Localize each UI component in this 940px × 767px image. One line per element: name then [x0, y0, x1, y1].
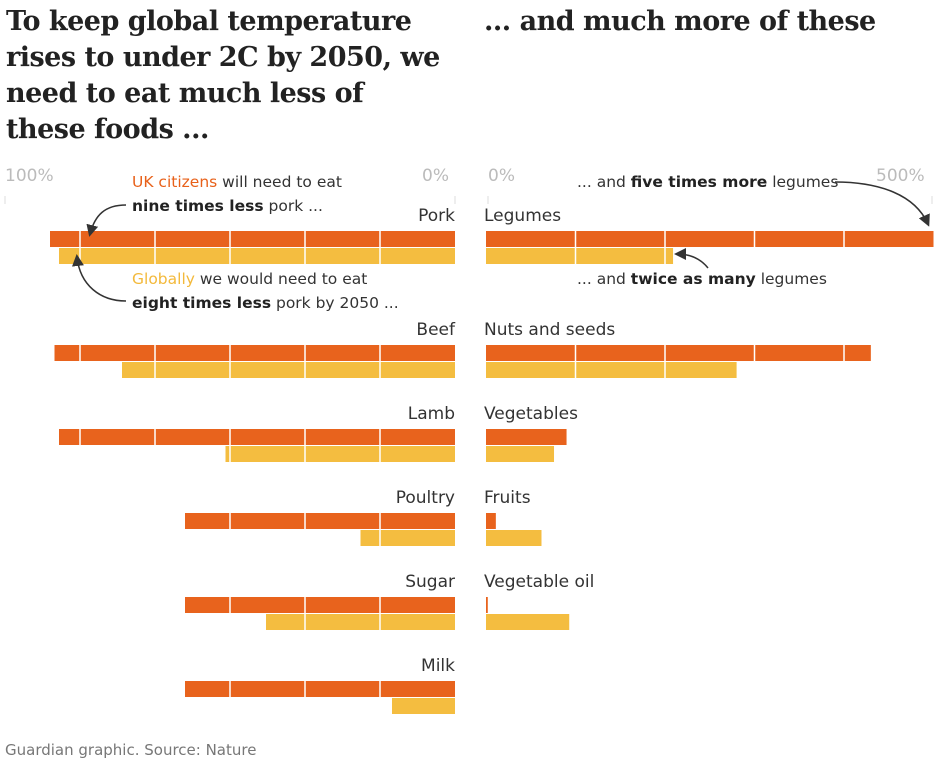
right-title: ... and much more of these: [484, 6, 876, 37]
bar-global-vegetable-oil: [486, 614, 570, 630]
category-label: Lamb: [407, 404, 455, 424]
tick-right-max: 500%: [876, 166, 925, 186]
arrow-twice: [674, 248, 709, 269]
bar-uk-vegetables: [486, 429, 567, 445]
tick-left-max: 100%: [5, 166, 54, 186]
bar-global-nuts-and-seeds: [486, 362, 737, 378]
arrow-global: [71, 254, 127, 302]
bar-global-milk: [392, 698, 455, 714]
bar-uk-poultry: [185, 513, 455, 529]
category-label: Milk: [421, 656, 455, 676]
bar-global-lamb: [225, 446, 455, 462]
category-label: Pork: [418, 206, 455, 226]
bar-uk-pork: [50, 231, 455, 247]
bar-uk-vegetable-oil: [486, 597, 488, 613]
bar-uk-legumes: [486, 231, 934, 247]
category-label: Fruits: [484, 488, 531, 508]
category-label: Legumes: [484, 206, 562, 226]
arrow-five: [834, 181, 930, 227]
bar-uk-lamb: [59, 429, 455, 445]
annotation-uk: UK citizens will need to eat nine times …: [132, 173, 342, 215]
tick-right-min: 0%: [488, 166, 515, 186]
annotation-five-times: ... and five times more legumes: [577, 173, 839, 191]
annotation-twice: ... and twice as many legumes: [577, 270, 827, 288]
bar-global-sugar: [266, 614, 455, 630]
bar-uk-beef: [54, 345, 455, 361]
category-label: Vegetables: [484, 404, 578, 424]
tick-left-min: 0%: [422, 166, 449, 186]
source-note: Guardian graphic. Source: Nature: [5, 741, 257, 759]
bar-uk-nuts-and-seeds: [486, 345, 871, 361]
category-label: Beef: [416, 320, 455, 340]
bar-global-poultry: [360, 530, 455, 546]
category-label: Nuts and seeds: [484, 320, 616, 340]
bar-global-fruits: [486, 530, 542, 546]
bar-uk-fruits: [486, 513, 496, 529]
bar-global-pork: [59, 248, 455, 264]
left-title: To keep global temperature rises to unde…: [6, 6, 440, 145]
bar-uk-milk: [185, 681, 455, 697]
bar-global-vegetables: [486, 446, 555, 462]
category-label: Sugar: [405, 572, 455, 592]
category-label: Poultry: [395, 488, 455, 508]
category-label: Vegetable oil: [484, 572, 595, 592]
bar-global-legumes: [486, 248, 674, 264]
annotation-global: Globally we would need to eat eight time…: [132, 270, 399, 312]
bar-global-beef: [122, 362, 455, 378]
bar-uk-sugar: [185, 597, 455, 613]
arrow-uk: [86, 204, 127, 237]
